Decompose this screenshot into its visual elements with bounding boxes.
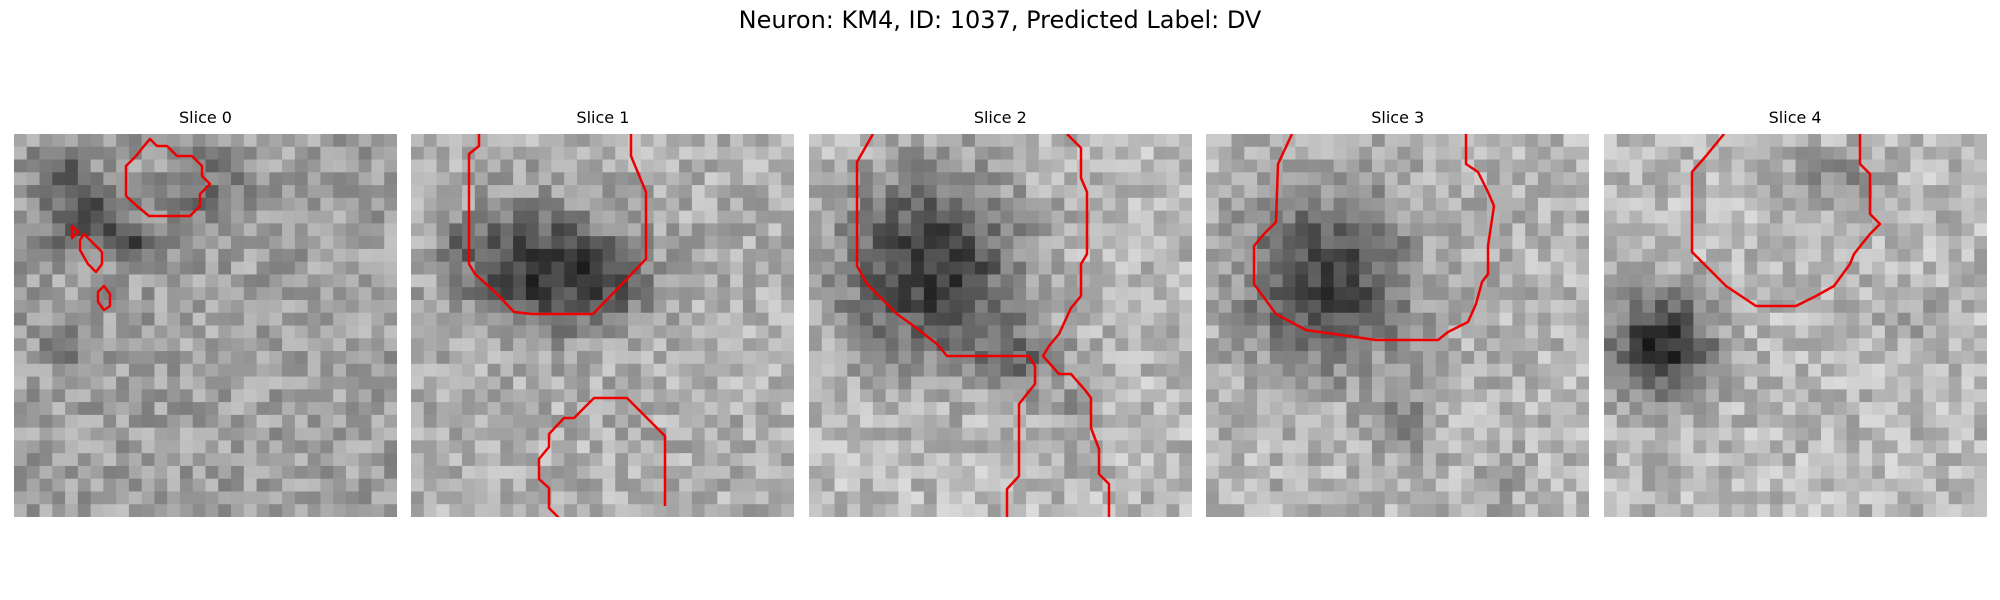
slice-image-3 (1206, 134, 1590, 517)
slice-title-2: Slice 2 (973, 108, 1027, 127)
contour-3-0 (1252, 134, 1496, 342)
slice-image-4 (1603, 134, 1987, 517)
slice-title-3: Slice 3 (1371, 108, 1425, 127)
slice-title-4: Slice 4 (1768, 108, 1822, 127)
slice-panel-2: Slice 2 (808, 108, 1192, 528)
slice-title-1: Slice 1 (576, 108, 630, 127)
slice-title-0: Slice 0 (179, 108, 232, 127)
slice-image-1 (411, 134, 795, 517)
contour-0-2 (78, 232, 104, 274)
contour-0-1 (70, 224, 80, 240)
contour-0-0 (124, 137, 212, 218)
contour-4-0 (1690, 134, 1881, 308)
slice-panel-4: Slice 4 (1603, 108, 1987, 528)
figure-title: Neuron: KM4, ID: 1037, Predicted Label: … (738, 6, 1262, 34)
slice-panel-3: Slice 3 (1206, 108, 1590, 528)
slice-image-2 (808, 134, 1192, 517)
slice-image-0 (14, 134, 397, 517)
contour-1-1 (538, 396, 667, 517)
contour-1-0 (468, 134, 648, 316)
contour-0-3 (96, 284, 112, 312)
contour-2-0 (855, 134, 1037, 517)
slice-panel-1: Slice 1 (411, 108, 795, 528)
slice-panel-0: Slice 0 (14, 108, 397, 528)
slice-panels: Slice 0 Slice 1 Slice 2 Slice 3 Slice 4 (14, 108, 1987, 528)
contour-2-1 (1041, 134, 1111, 517)
